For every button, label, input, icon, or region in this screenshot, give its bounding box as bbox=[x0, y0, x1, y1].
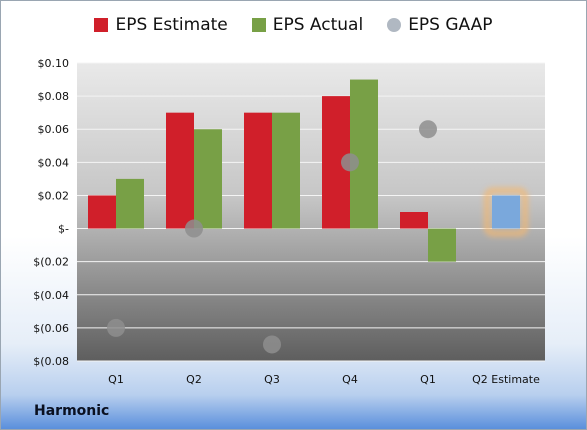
x-category-label: Q2 Estimate bbox=[472, 373, 540, 386]
eps-gaap-marker bbox=[263, 335, 281, 354]
y-tick-label: $(0.02 bbox=[33, 256, 69, 269]
legend: EPS Estimate EPS Actual EPS GAAP bbox=[1, 15, 586, 35]
x-category-label: Q3 bbox=[264, 373, 280, 386]
company-name: Harmonic bbox=[34, 403, 110, 419]
eps-estimate-swatch bbox=[94, 18, 109, 32]
estimate-highlight-glow bbox=[484, 187, 528, 237]
eps-gaap-marker bbox=[419, 120, 437, 139]
legend-item-eps-estimate: EPS Estimate bbox=[94, 15, 228, 35]
eps-estimate-bar bbox=[400, 212, 428, 229]
y-tick-label: $0.02 bbox=[38, 189, 70, 202]
plot-area bbox=[77, 63, 545, 361]
x-axis-labels: Q1 Q2 Q3 Q4 Q1 Q2 Estimate bbox=[108, 373, 540, 386]
y-tick-label: $0.04 bbox=[38, 156, 70, 169]
x-category-label: Q4 bbox=[342, 373, 358, 386]
eps-gaap-marker bbox=[341, 153, 359, 172]
eps-actual-swatch bbox=[251, 18, 266, 32]
eps-actual-bar bbox=[194, 129, 222, 229]
eps-gaap-marker bbox=[107, 318, 125, 337]
y-tick-label: $0.06 bbox=[38, 123, 70, 136]
x-category-label: Q2 bbox=[186, 373, 202, 386]
y-tick-label: $(0.08 bbox=[33, 355, 69, 368]
bars bbox=[88, 79, 528, 262]
eps-actual-bar bbox=[272, 112, 300, 229]
y-tick-label: $0.10 bbox=[38, 57, 70, 70]
eps-actual-bar bbox=[428, 228, 456, 262]
legend-item-eps-gaap: EPS GAAP bbox=[387, 15, 493, 35]
y-axis-labels: $0.10 $0.08 $0.06 $0.04 $0.02 $- $(0.02 $(0.04 $… bbox=[33, 57, 69, 368]
eps-estimate-bar bbox=[166, 112, 194, 229]
y-tick-label: $0.08 bbox=[38, 90, 70, 103]
gaap-markers bbox=[107, 120, 437, 354]
x-category-label: Q1 bbox=[420, 373, 436, 386]
legend-label-eps-actual: EPS Actual bbox=[272, 15, 364, 35]
y-tick-label: $(0.06 bbox=[33, 322, 69, 335]
grid-lines bbox=[77, 62, 545, 362]
x-category-label: Q1 bbox=[108, 373, 124, 386]
y-tick-label: $(0.04 bbox=[33, 289, 69, 302]
q2-estimate-bar bbox=[492, 195, 520, 229]
eps-actual-bar bbox=[350, 79, 378, 229]
y-tick-label: $- bbox=[58, 223, 69, 236]
legend-item-eps-actual: EPS Actual bbox=[251, 15, 364, 35]
legend-label-eps-estimate: EPS Estimate bbox=[115, 15, 228, 35]
eps-estimate-bar bbox=[88, 195, 116, 229]
eps-estimate-bar bbox=[244, 112, 272, 229]
eps-gaap-swatch bbox=[387, 18, 402, 32]
eps-actual-bar bbox=[116, 178, 144, 229]
legend-label-eps-gaap: EPS GAAP bbox=[408, 15, 493, 35]
eps-gaap-marker bbox=[185, 219, 203, 238]
